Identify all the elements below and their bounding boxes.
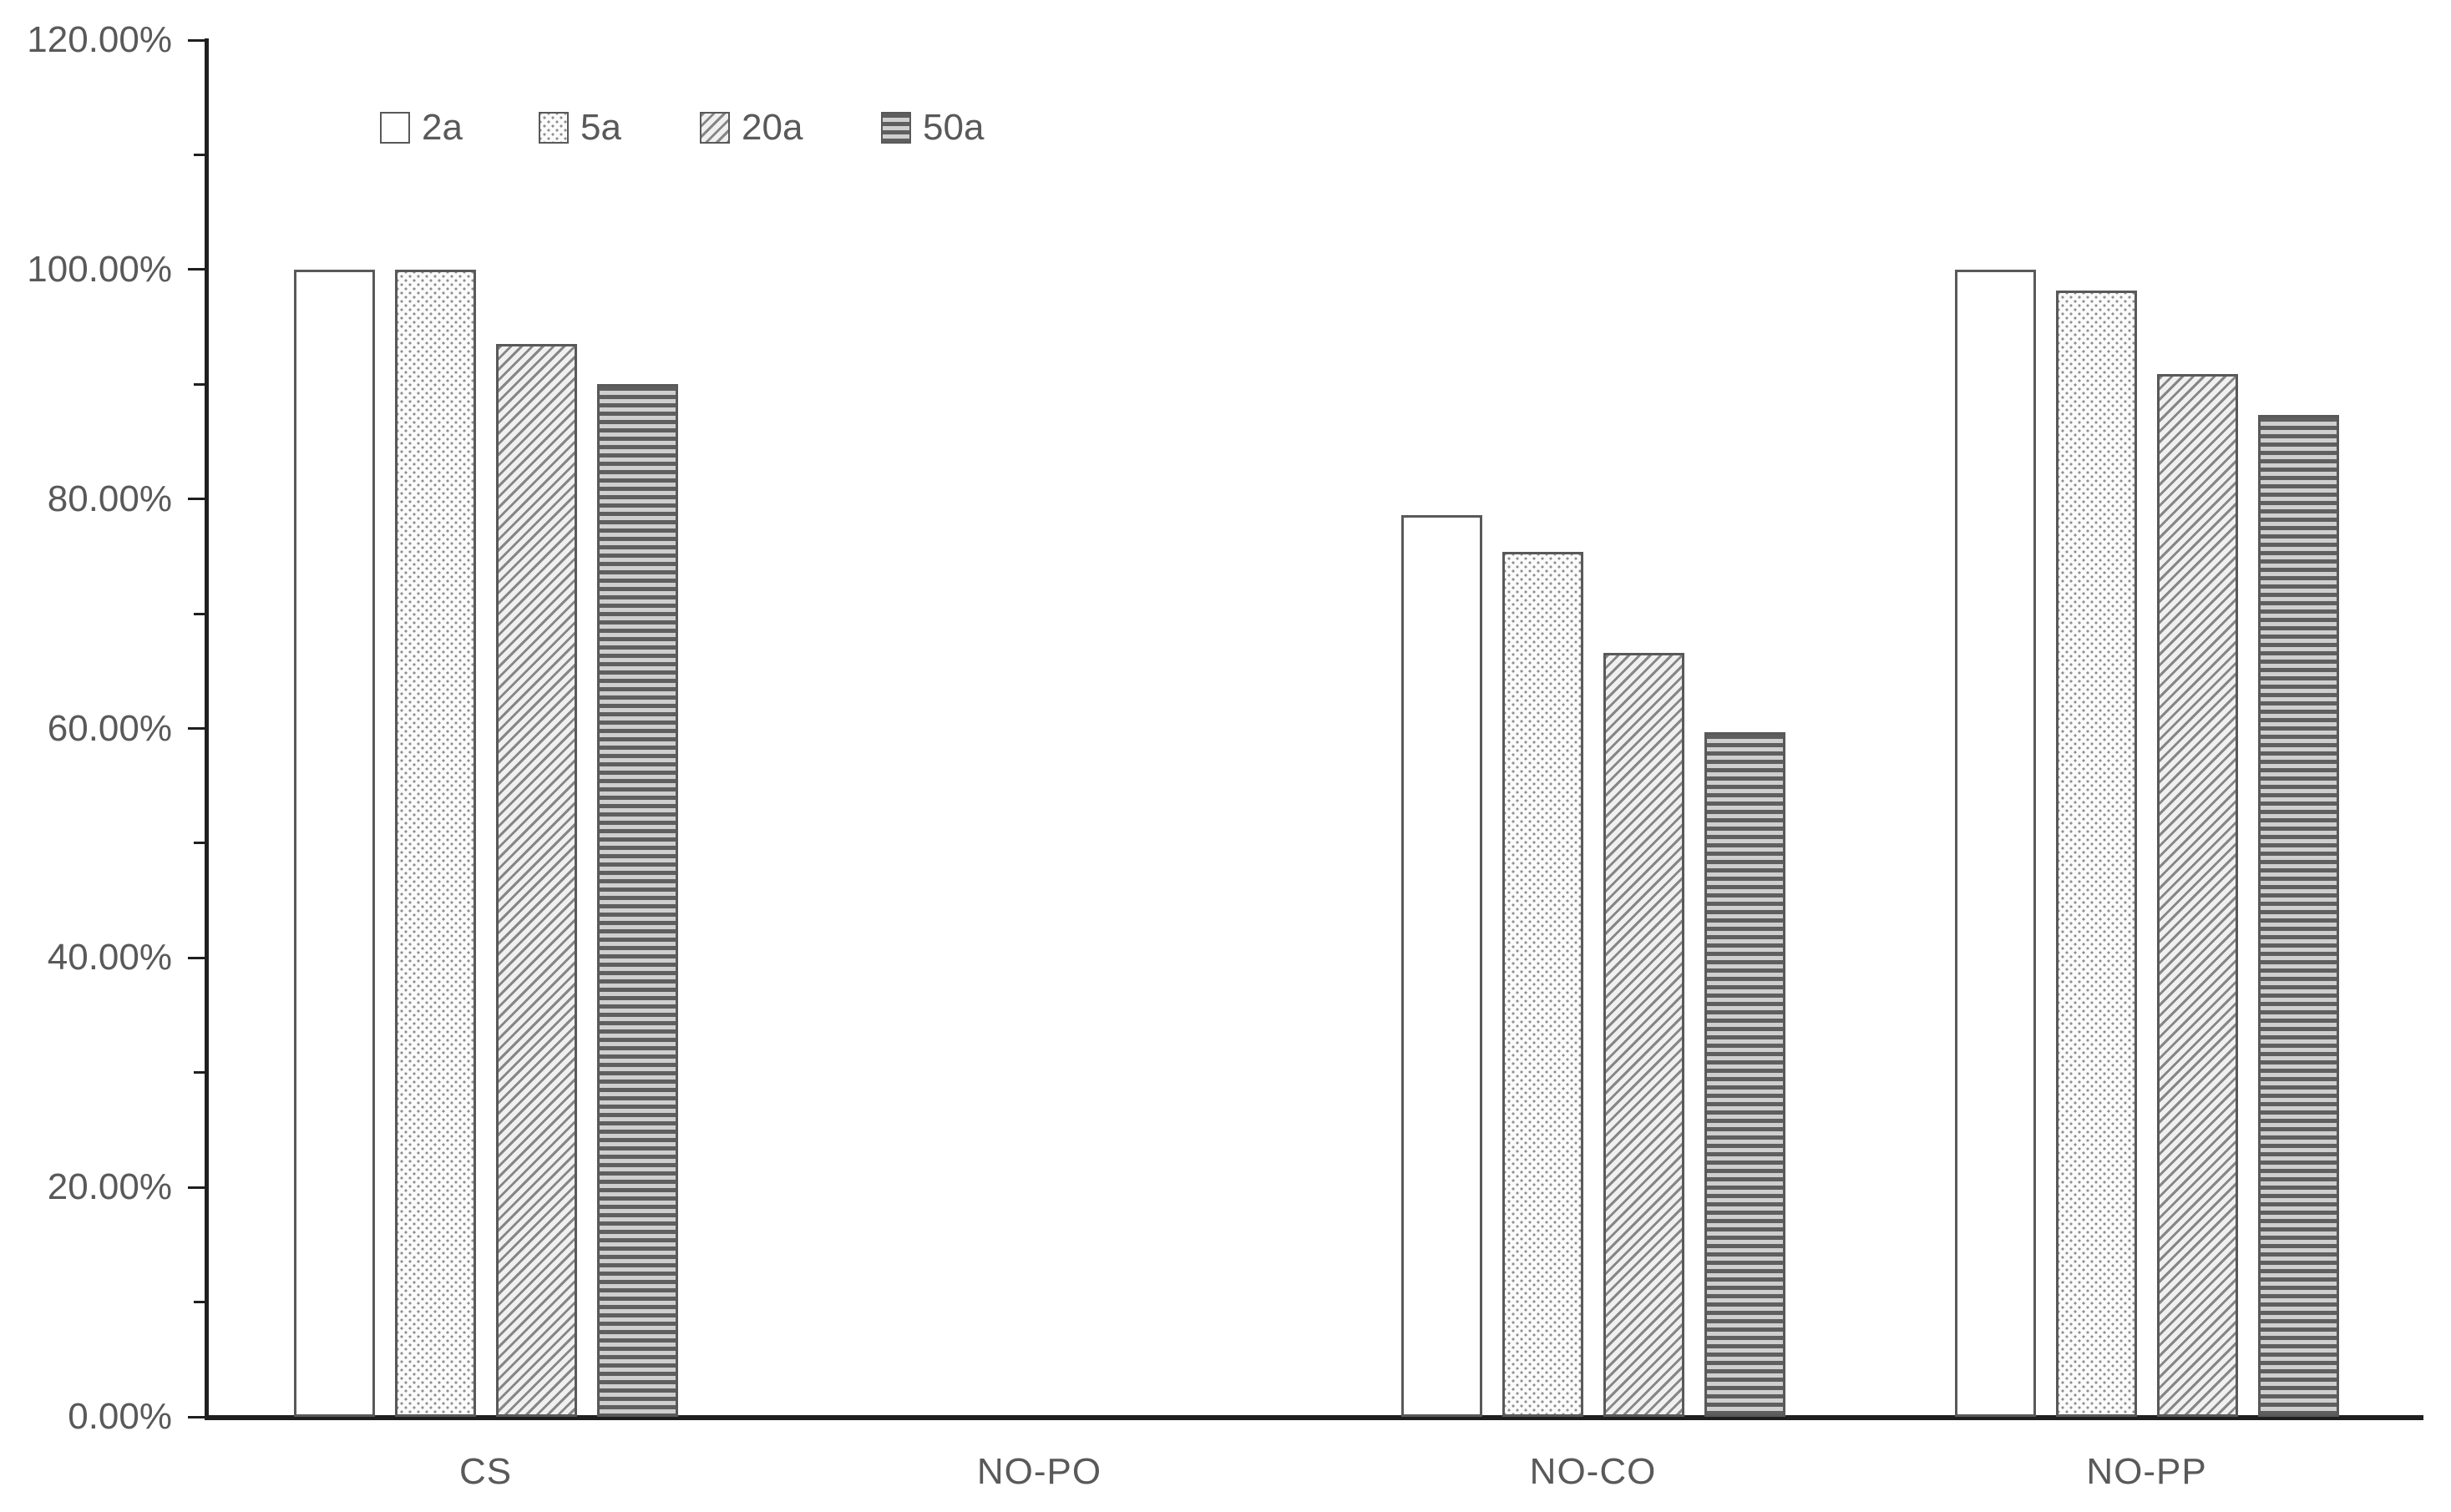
bar-no-co-2a [1400, 514, 1482, 1417]
y-axis-major-tick [188, 1415, 205, 1418]
bar-no-co-50a [1704, 731, 1785, 1417]
legend-swatch-diagonal-icon [700, 112, 730, 144]
y-axis-major-tick [188, 38, 205, 42]
bar-cs-50a [596, 384, 678, 1417]
y-axis-minor-tick [194, 612, 205, 615]
y-axis-major-tick [188, 268, 205, 271]
legend-item-5a: 5a [539, 109, 621, 146]
y-tick-label: 60.00% [47, 707, 172, 749]
bar-no-pp-20a [2156, 373, 2238, 1417]
bar-no-co-20a [1603, 652, 1684, 1417]
y-axis-minor-tick [194, 1071, 205, 1075]
legend-label: 20a [742, 107, 803, 148]
category-label-cs: CS [458, 1451, 513, 1492]
bar-no-co-5a [1501, 551, 1583, 1417]
y-axis-major-tick [188, 1186, 205, 1189]
category-label-no-pp: NO-PP [2086, 1451, 2207, 1492]
category-label-no-po: NO-PO [976, 1451, 1102, 1492]
y-tick-label: 80.00% [47, 478, 172, 519]
legend-label: 2a [422, 107, 463, 148]
bar-no-pp-50a [2257, 415, 2339, 1417]
legend-label: 50a [923, 107, 985, 148]
bar-cs-20a [495, 344, 577, 1417]
y-tick-label: 120.00% [27, 19, 172, 60]
y-tick-label: 40.00% [47, 937, 172, 979]
y-tick-label: 20.00% [47, 1166, 172, 1208]
legend-swatch-hlines-icon [881, 112, 911, 144]
legend-label: 5a [580, 107, 621, 148]
x-axis-line [205, 1415, 2423, 1420]
category-label-no-co: NO-CO [1529, 1451, 1657, 1492]
y-axis-minor-tick [194, 842, 205, 845]
y-axis-line [205, 38, 209, 1419]
bar-cs-5a [394, 269, 476, 1417]
y-tick-label: 0.00% [68, 1396, 172, 1437]
legend-item-20a: 20a [700, 109, 803, 146]
y-axis-major-tick [188, 498, 205, 501]
legend-swatch-plain-icon [380, 112, 410, 144]
bar-cs-2a [293, 269, 375, 1417]
legend-item-2a: 2a [380, 109, 463, 146]
y-axis-major-tick [188, 956, 205, 959]
y-axis-minor-tick [194, 153, 205, 156]
bar-no-pp-5a [2055, 290, 2137, 1417]
legend-swatch-dots-icon [539, 112, 569, 144]
y-tick-label: 100.00% [27, 248, 172, 290]
y-axis-minor-tick [194, 1301, 205, 1304]
y-axis-minor-tick [194, 382, 205, 386]
y-axis-major-tick [188, 727, 205, 730]
legend-item-50a: 50a [881, 109, 984, 146]
bar-no-pp-2a [1954, 269, 2036, 1417]
